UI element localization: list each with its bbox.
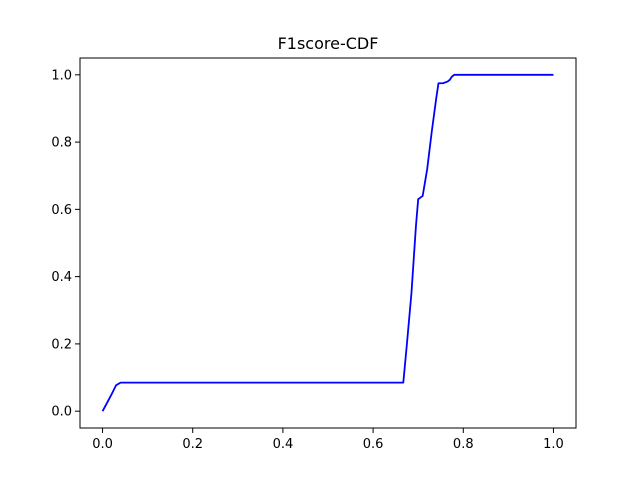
x-tick-label: 0.2 bbox=[182, 437, 203, 452]
x-tick-label: 1.0 bbox=[543, 437, 564, 452]
x-tick-label: 0.6 bbox=[363, 437, 384, 452]
x-tick-label: 0.8 bbox=[453, 437, 474, 452]
y-axis: 0.0 0.2 0.4 0.6 0.8 1.0 bbox=[51, 68, 80, 420]
series-line-0 bbox=[101, 73, 554, 412]
y-tick-label: 0.6 bbox=[51, 203, 72, 218]
y-tick-label: 0.2 bbox=[51, 337, 72, 352]
x-tick-label: 0.0 bbox=[92, 437, 113, 452]
axes-frame bbox=[79, 57, 577, 429]
x-tick-label: 0.4 bbox=[273, 437, 294, 452]
chart-title: F1score-CDF bbox=[278, 34, 379, 53]
y-tick-label: 0.8 bbox=[51, 136, 72, 151]
y-tick-label: 0.4 bbox=[51, 270, 72, 285]
x-axis: 0.0 0.2 0.4 0.6 0.8 1.0 bbox=[92, 428, 564, 452]
y-tick-label: 0.0 bbox=[51, 405, 72, 420]
plot-area bbox=[101, 73, 554, 412]
y-tick-label: 1.0 bbox=[51, 68, 72, 83]
